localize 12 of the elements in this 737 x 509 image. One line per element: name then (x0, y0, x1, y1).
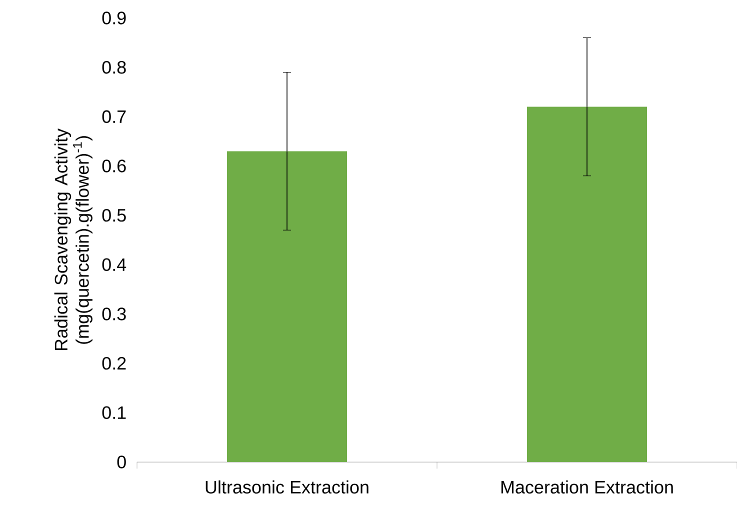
y-tick-label: 0.2 (102, 356, 126, 370)
y-tick-label: 0 (117, 456, 126, 468)
x-tick-label: Ultrasonic Extraction (206, 480, 368, 494)
y-tick-label: 0.7 (102, 110, 126, 124)
y-tick-label: 0.1 (102, 406, 126, 420)
y-tick-label: 0.5 (102, 208, 126, 222)
y-tick-label: 0.3 (102, 308, 126, 320)
y-tick-label: 0.6 (102, 160, 126, 172)
x-tick-label: Maceration Extraction (501, 480, 673, 494)
y-tick-label: 0.4 (102, 258, 126, 272)
y-tick-label: 0.8 (102, 60, 126, 74)
y-tick-label: 0.9 (102, 12, 126, 24)
